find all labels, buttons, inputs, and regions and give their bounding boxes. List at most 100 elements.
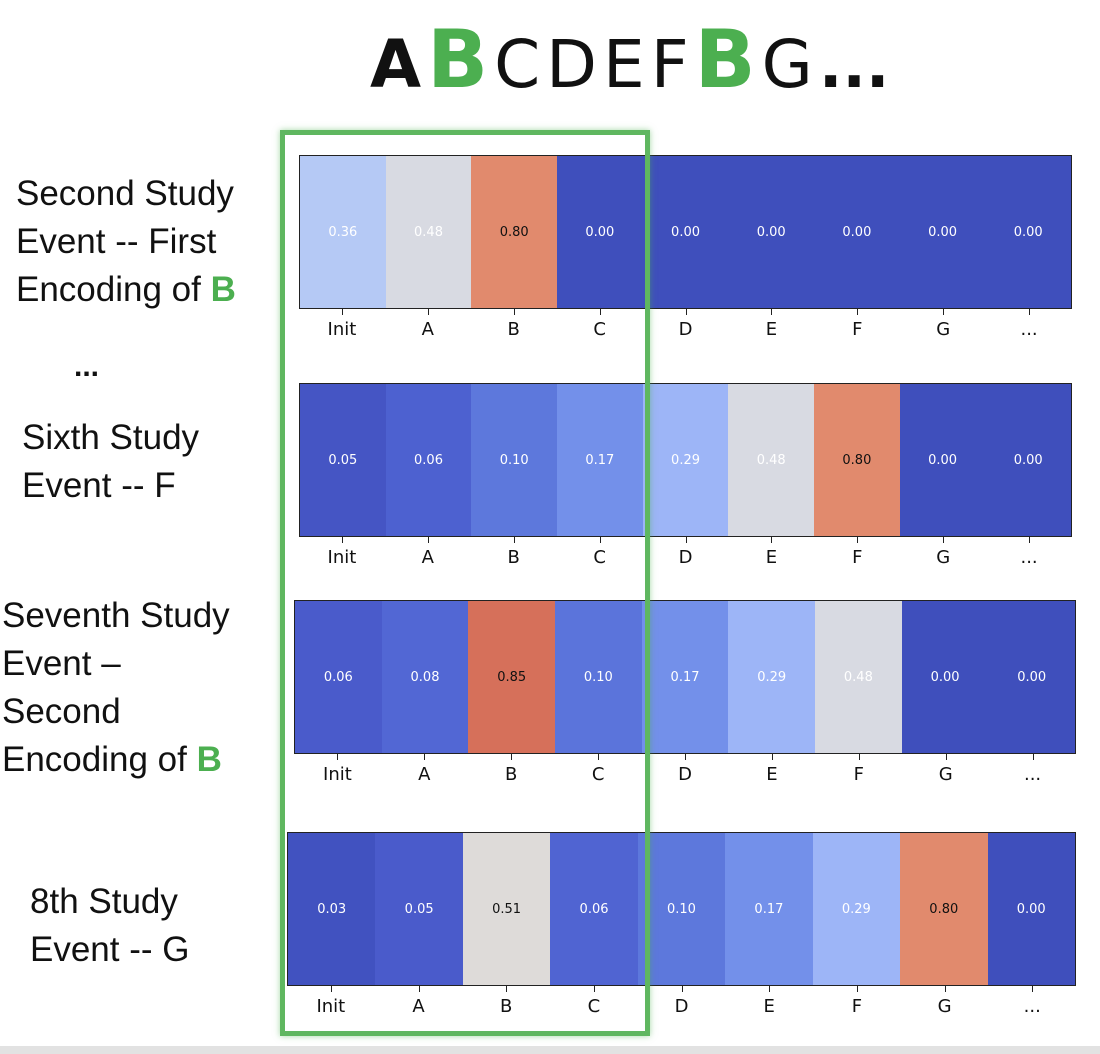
tick-axis: Init A B C D E F G... — [294, 754, 1076, 785]
heatmap-cell: 0.00 — [988, 601, 1076, 753]
heatmap-strip: 0.06 0.08 0.85 0.10 0.17 0.29 0.48 0.00 0.00 — [294, 600, 1076, 754]
heatmap-cell: 0.48 — [385, 156, 472, 308]
tick-label: E — [728, 309, 814, 340]
heatmap-cell: 0.00 — [985, 156, 1072, 308]
heatmap-cell: 0.17 — [725, 833, 813, 985]
heatmap-cell: 0.48 — [815, 601, 902, 753]
tick-label: B — [471, 537, 557, 568]
tick-label: G — [900, 309, 986, 340]
tick-label: Init — [294, 754, 381, 785]
row-label-line: Second Study — [16, 170, 236, 218]
heatmap-cell: 0.10 — [555, 601, 642, 753]
tick-label: E — [728, 537, 814, 568]
row-label-text: Seventh Study — [2, 596, 230, 635]
heatmap-cell: 0.00 — [987, 833, 1075, 985]
sequence-letter-3: D — [546, 26, 597, 103]
row-label-line: Encoding of B — [2, 736, 230, 784]
row-label-text: Sixth Study — [22, 418, 200, 457]
heatmap-cell: 0.00 — [814, 156, 900, 308]
tick-label: A — [375, 986, 463, 1017]
between-rows-ellipsis: ... — [74, 350, 100, 383]
tick-label: G — [900, 537, 986, 568]
row-label-text: Encoding of — [16, 270, 211, 309]
bottom-bar — [0, 1046, 1100, 1054]
sequence-letter-5: F — [650, 26, 689, 103]
row-label-1: Sixth Study Event -- F — [22, 414, 199, 510]
heatmap-cell: 0.17 — [557, 384, 643, 536]
row-label-line: Event -- F — [22, 462, 199, 510]
tick-label: D — [638, 986, 726, 1017]
row-label-line: Second — [2, 688, 230, 736]
tick-label: ... — [989, 754, 1076, 785]
row-label-line: Encoding of B — [16, 266, 236, 314]
heatmap-cell: 0.29 — [728, 601, 816, 753]
row-label-2: Seventh Study Event – Second Encoding of B — [2, 592, 230, 784]
row-label-line: 8th Study — [30, 878, 189, 926]
heatmap-cell: 0.51 — [462, 833, 551, 985]
tick-axis: Init A B C D E F G... — [299, 309, 1072, 340]
heatmap-cell: 0.36 — [300, 156, 386, 308]
row-label-text: Encoding of — [2, 740, 197, 779]
tick-label: B — [471, 309, 557, 340]
row-label-text: 8th Study — [30, 882, 178, 921]
tick-label: A — [385, 537, 471, 568]
tick-label: B — [468, 754, 555, 785]
row-label-text: Event -- F — [22, 466, 176, 505]
tick-label: Init — [287, 986, 375, 1017]
tick-label: E — [725, 986, 813, 1017]
heatmap-cell: 0.00 — [901, 601, 989, 753]
row-label-highlight: B — [210, 270, 236, 309]
heatmap-cell: 0.00 — [985, 384, 1072, 536]
row-label-line: Sixth Study — [22, 414, 199, 462]
row-label-text: Second Study — [16, 174, 234, 213]
heatmap-strip: 0.05 0.06 0.10 0.17 0.29 0.48 0.80 0.00 0.00 — [299, 383, 1072, 537]
tick-label: C — [557, 309, 643, 340]
tick-axis: Init A B C D E F G... — [287, 986, 1076, 1017]
heatmap-cell: 0.06 — [385, 384, 472, 536]
heatmap-cell: 0.80 — [471, 156, 558, 308]
heatmap-strip: 0.03 0.05 0.51 0.06 0.10 0.17 0.29 0.80 0.00 — [287, 832, 1076, 986]
row-label-line: Event -- G — [30, 926, 189, 974]
tick-label: G — [901, 986, 989, 1017]
tick-label: Init — [299, 537, 385, 568]
heatmap-cell: 0.05 — [375, 833, 463, 985]
heatmap-cell: 0.00 — [728, 156, 815, 308]
tick-label: G — [902, 754, 989, 785]
heatmap-cell: 0.29 — [642, 384, 729, 536]
sequence-letter-6: B — [694, 13, 756, 106]
tick-label: ... — [986, 309, 1072, 340]
tick-label: E — [728, 754, 815, 785]
tick-label: D — [643, 309, 729, 340]
tick-label: F — [814, 537, 900, 568]
tick-label: B — [462, 986, 550, 1017]
sequence-header: A B C D E F B G... — [370, 13, 889, 106]
row-label-3: 8th Study Event -- G — [30, 878, 189, 974]
heatmap-cell: 0.85 — [468, 601, 556, 753]
tick-label: ... — [986, 537, 1072, 568]
row-label-text: Event -- First — [16, 222, 217, 261]
heatmap-cell: 0.00 — [642, 156, 729, 308]
tick-label: D — [643, 537, 729, 568]
tick-axis: Init A B C D E F G... — [299, 537, 1072, 568]
sequence-letter-0: A — [370, 26, 422, 103]
tick-label: D — [642, 754, 729, 785]
tick-label: A — [381, 754, 468, 785]
row-label-line: Seventh Study — [2, 592, 230, 640]
heatmap-cell: 0.05 — [300, 384, 386, 536]
tick-label: Init — [299, 309, 385, 340]
heatmap-cell: 0.06 — [295, 601, 382, 753]
tick-label: C — [557, 537, 643, 568]
heatmap-cell: 0.03 — [288, 833, 376, 985]
heatmap-cell: 0.00 — [899, 156, 986, 308]
sequence-letter-7: G — [761, 26, 813, 103]
tick-label: F — [813, 986, 901, 1017]
tick-label: C — [555, 754, 642, 785]
sequence-letter-4: E — [603, 26, 645, 103]
heatmap-cell: 0.08 — [381, 601, 469, 753]
sequence-letter-2: C — [494, 26, 541, 103]
tick-label: F — [815, 754, 902, 785]
heatmap-cell: 0.80 — [814, 384, 900, 536]
row-label-line: Event -- First — [16, 218, 236, 266]
row-label-text: Event -- G — [30, 930, 190, 969]
tick-label: C — [550, 986, 638, 1017]
